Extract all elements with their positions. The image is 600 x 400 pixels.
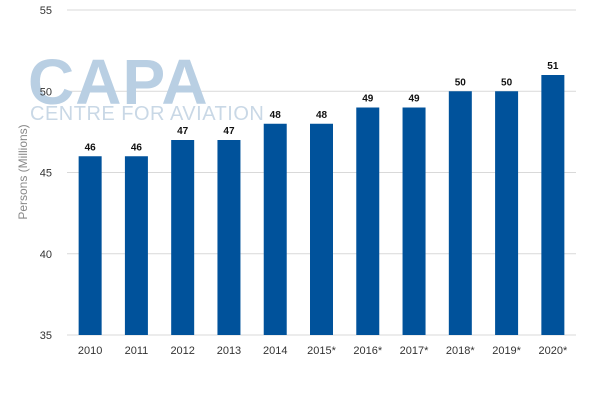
data-label: 51: [547, 61, 559, 72]
bar: [448, 91, 472, 335]
data-labels: 46 46 47 47 48 48 49 49 50 50 51: [85, 61, 559, 153]
capa-watermark: CAPA CENTRE FOR AVIATION: [28, 46, 264, 125]
data-label: 50: [455, 77, 467, 88]
data-label: 48: [270, 110, 282, 121]
x-tick-label: 2011: [125, 345, 149, 357]
bar: [171, 140, 195, 335]
bar: [263, 123, 287, 335]
data-label: 47: [177, 126, 189, 137]
y-axis-title: Persons (Millions): [16, 124, 30, 219]
x-tick-label: 2013: [217, 345, 241, 357]
bar: [402, 107, 426, 335]
x-tick-label: 2016*: [353, 345, 382, 357]
data-label: 48: [316, 110, 328, 121]
y-axis-ticks: 35 40 45 50 55: [40, 5, 52, 342]
bar: [217, 140, 241, 335]
bar: [124, 156, 148, 335]
data-label: 46: [85, 142, 97, 153]
x-tick-label: 2018*: [446, 345, 475, 357]
x-tick-label: 2012: [170, 345, 194, 357]
bar: [78, 156, 102, 335]
x-axis-ticks: 2010 2011 2012 2013 2014 2015* 2016* 2017* 2018*…: [78, 345, 568, 357]
bar: [356, 107, 380, 335]
data-label: 46: [131, 142, 143, 153]
data-label: 47: [223, 126, 235, 137]
x-tick-label: 2019*: [492, 345, 521, 357]
y-tick-label: 35: [40, 330, 52, 342]
y-tick-label: 40: [40, 249, 52, 261]
y-tick-label: 50: [40, 86, 52, 98]
x-tick-label: 2020*: [538, 345, 567, 357]
bar: [495, 91, 519, 335]
bar: [310, 123, 333, 335]
data-label: 50: [501, 77, 513, 88]
watermark-tagline: CENTRE FOR AVIATION: [30, 103, 264, 125]
x-tick-label: 2017*: [400, 345, 429, 357]
y-tick-label: 45: [40, 168, 52, 180]
data-label: 49: [408, 94, 420, 105]
watermark-brand: CAPA: [28, 46, 209, 118]
x-tick-label: 2015*: [307, 345, 336, 357]
data-label: 49: [362, 94, 374, 105]
x-tick-label: 2014: [263, 345, 287, 357]
y-tick-label: 55: [40, 5, 52, 17]
bars: [78, 75, 565, 335]
bar: [541, 75, 565, 335]
x-tick-label: 2010: [78, 345, 102, 357]
